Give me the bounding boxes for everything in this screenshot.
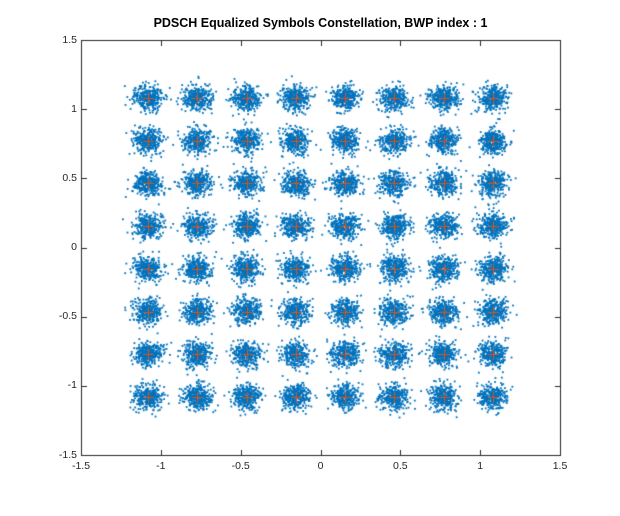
x-tick-label: 0.5 xyxy=(393,460,408,472)
y-tick-label: 1 xyxy=(71,102,77,115)
x-tick-label: 1 xyxy=(477,460,484,472)
chart-title: PDSCH Equalized Symbols Constellation, B… xyxy=(153,16,488,30)
x-tick-label: 1.5 xyxy=(552,460,568,472)
y-tick-label: 0.5 xyxy=(62,171,77,184)
y-tick-label: -1 xyxy=(67,379,77,392)
y-tick-label: -0.5 xyxy=(58,310,77,323)
x-tick-label: -1.5 xyxy=(71,460,91,472)
y-tick-label: 0 xyxy=(71,241,77,253)
y-tick-label: 1.5 xyxy=(62,33,77,46)
x-tick-label: -0.5 xyxy=(231,460,250,472)
x-tick-label: -1 xyxy=(156,460,166,472)
y-tick-label: -1.5 xyxy=(58,448,77,461)
x-tick-label: 0 xyxy=(317,460,324,472)
